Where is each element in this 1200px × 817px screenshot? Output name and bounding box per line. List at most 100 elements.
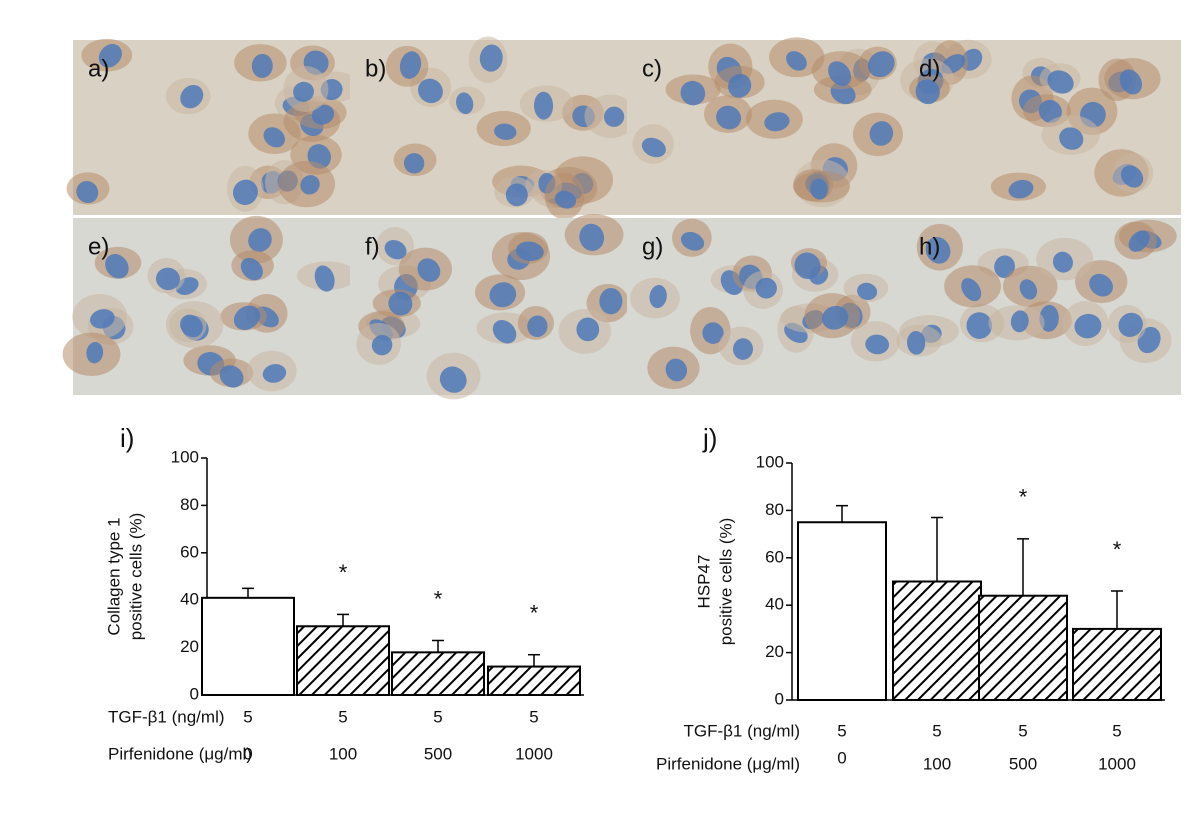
y-tick-label: 100 bbox=[756, 452, 784, 471]
cell-nucleus bbox=[728, 73, 752, 98]
cell-nucleus bbox=[821, 305, 849, 330]
cell-nucleus bbox=[702, 322, 724, 344]
y-tick-label: 40 bbox=[765, 595, 784, 614]
cell-nucleus bbox=[180, 314, 203, 338]
cell-nucleus bbox=[248, 228, 272, 252]
cell-nucleus bbox=[98, 44, 122, 68]
cell-nucleus bbox=[219, 365, 244, 388]
panel-label: a) bbox=[88, 55, 109, 82]
cell-nucleus bbox=[925, 236, 951, 264]
panel-label: c) bbox=[642, 55, 662, 82]
cell-nucleus bbox=[439, 366, 467, 393]
bar bbox=[201, 596, 295, 697]
cell-nucleus bbox=[794, 252, 821, 280]
cell-nucleus bbox=[579, 223, 605, 251]
cell-nucleus bbox=[418, 78, 443, 104]
micrograph bbox=[627, 37, 904, 215]
panel-label: d) bbox=[919, 55, 940, 82]
x-tick-label: 500 bbox=[424, 744, 452, 763]
cell-nucleus bbox=[388, 291, 413, 316]
cell-nucleus bbox=[1008, 179, 1034, 199]
cell-nucleus bbox=[384, 240, 407, 260]
y-tick-label: 80 bbox=[180, 495, 199, 514]
x-tick-label: 5 bbox=[1112, 721, 1121, 740]
cell-nucleus bbox=[810, 178, 828, 200]
y-axis-label: Collagen type 1 bbox=[104, 517, 123, 635]
cell-nucleus bbox=[961, 278, 982, 302]
panel-label: f) bbox=[365, 233, 380, 260]
cell-nucleus bbox=[76, 181, 99, 204]
cell-nucleus bbox=[492, 320, 517, 344]
cell-nucleus bbox=[732, 338, 754, 360]
cell-nucleus bbox=[233, 305, 261, 330]
micrograph bbox=[66, 38, 360, 215]
bar bbox=[1072, 627, 1162, 702]
cell-nucleus bbox=[857, 282, 878, 300]
panel-label: g) bbox=[642, 233, 663, 260]
category-row-label: TGF-β1 (ng/ml) bbox=[108, 707, 225, 726]
y-axis-label: positive cells (%) bbox=[126, 513, 145, 641]
x-tick-label: 100 bbox=[923, 754, 951, 773]
y-tick-label: 0 bbox=[775, 689, 784, 708]
cell-nucleus bbox=[649, 284, 667, 309]
cell-nucleus bbox=[105, 254, 129, 279]
cell-nucleus bbox=[915, 79, 940, 105]
cell-nucleus bbox=[505, 183, 528, 207]
significance-marker: * bbox=[434, 586, 443, 611]
category-row-label: Pirfenidone (μg/ml) bbox=[108, 744, 252, 763]
x-tick-label: 5 bbox=[243, 707, 252, 726]
cell-nucleus bbox=[240, 257, 263, 281]
cell-nucleus bbox=[994, 255, 1015, 278]
cell-nucleus bbox=[456, 92, 474, 115]
cell-nucleus bbox=[1059, 127, 1084, 150]
cell-nucleus bbox=[786, 51, 807, 71]
cell-nucleus bbox=[399, 51, 422, 79]
bar bbox=[797, 521, 887, 701]
bar bbox=[487, 665, 581, 696]
cell-nucleus bbox=[865, 334, 890, 355]
cell-nucleus bbox=[1047, 70, 1074, 94]
cell-nucleus bbox=[293, 81, 314, 102]
cell-nucleus bbox=[300, 175, 320, 195]
cell-nucleus bbox=[1128, 230, 1150, 252]
y-tick-label: 20 bbox=[180, 637, 199, 656]
panel-label: h) bbox=[919, 233, 940, 260]
cell-nucleus bbox=[1038, 99, 1062, 123]
cell-nucleus bbox=[907, 330, 926, 355]
cell-nucleus bbox=[1019, 279, 1038, 300]
cell-nucleus bbox=[403, 153, 425, 174]
cell-nucleus bbox=[576, 317, 600, 342]
cell-nucleus bbox=[90, 309, 115, 329]
cell-nucleus bbox=[262, 364, 287, 383]
cell-nucleus bbox=[716, 105, 742, 130]
y-axis-label: positive cells (%) bbox=[716, 518, 735, 646]
micrograph bbox=[350, 36, 637, 220]
x-tick-label: 1000 bbox=[515, 744, 553, 763]
y-tick-label: 40 bbox=[180, 590, 199, 609]
y-tick-label: 20 bbox=[765, 642, 784, 661]
cell-nucleus bbox=[828, 61, 852, 86]
x-tick-label: 5 bbox=[433, 707, 442, 726]
cell-nucleus bbox=[527, 315, 548, 338]
x-tick-label: 500 bbox=[1009, 754, 1037, 773]
cell-nucleus bbox=[641, 137, 666, 158]
cell-nucleus bbox=[494, 123, 517, 140]
x-tick-label: 5 bbox=[932, 721, 941, 740]
x-tick-label: 0 bbox=[837, 748, 846, 767]
chart-title: i) bbox=[120, 423, 134, 453]
bar bbox=[391, 651, 485, 697]
cell-nucleus bbox=[417, 258, 441, 282]
x-tick-label: 1000 bbox=[1098, 754, 1136, 773]
cell-nucleus bbox=[554, 190, 577, 209]
cell-nucleus bbox=[1118, 312, 1143, 338]
cell-nucleus bbox=[755, 277, 777, 299]
y-tick-label: 60 bbox=[765, 547, 784, 566]
cell-nucleus bbox=[599, 287, 623, 315]
y-tick-label: 80 bbox=[765, 500, 784, 519]
cell-nucleus bbox=[1010, 310, 1029, 333]
panel-label: b) bbox=[365, 55, 386, 82]
cell-nucleus bbox=[371, 335, 393, 356]
micrograph bbox=[900, 39, 1181, 215]
cell-nucleus bbox=[1074, 313, 1102, 339]
